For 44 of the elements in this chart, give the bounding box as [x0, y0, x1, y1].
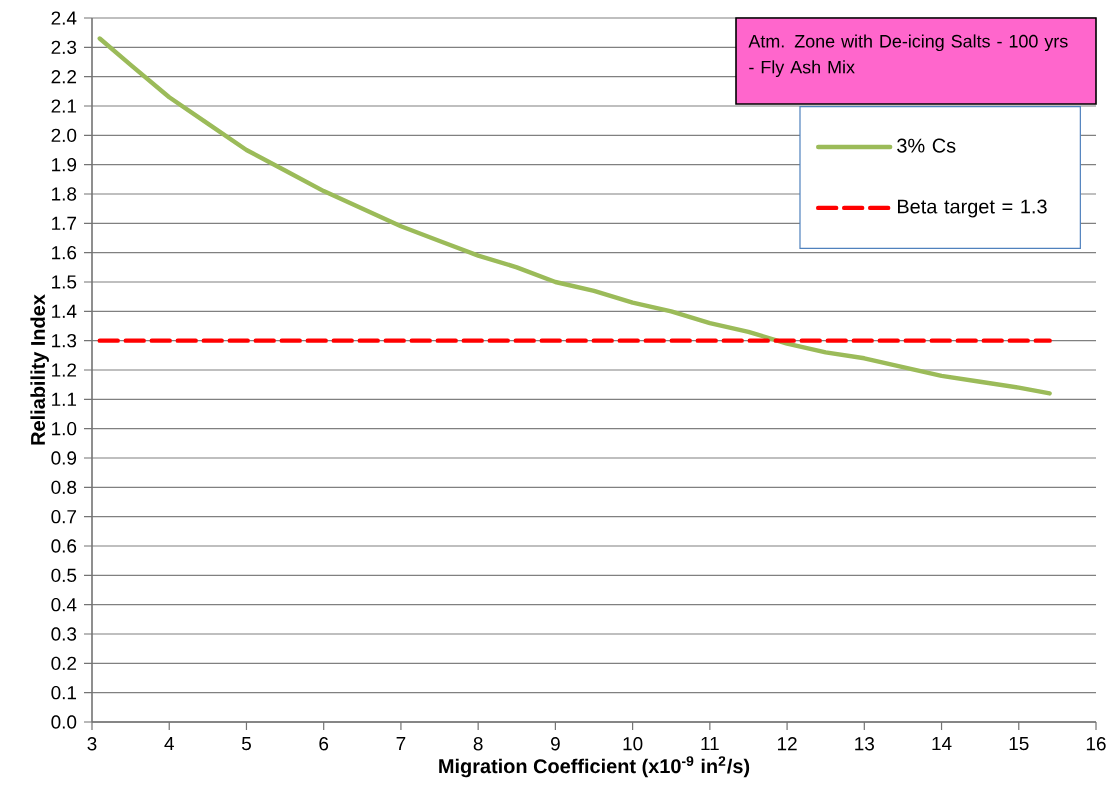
- y-tick-label: 2.4: [51, 11, 77, 25]
- x-tick-label: 6: [319, 737, 329, 751]
- y-tick-label: 2.0: [51, 128, 77, 143]
- x-tick-label: 9: [551, 737, 560, 751]
- y-tick-label: 1.6: [52, 245, 77, 260]
- y-tick-label: 0.3: [51, 627, 77, 641]
- y-tick-label: 1.9: [52, 157, 77, 172]
- x-axis-title: Migration Coefficient (x10$^{-9}$ in$^{2}$/s): [439, 756, 750, 778]
- y-tick-label: 0.1: [51, 685, 77, 700]
- x-tick-label: 7: [396, 737, 406, 751]
- x-tick-label: 3: [87, 737, 97, 751]
- y-tick-label: 0.2: [51, 656, 77, 671]
- x-tick-label: 13: [855, 737, 874, 751]
- x-tick-label: 11: [701, 737, 719, 751]
- y-tick-label: 0.4: [51, 597, 77, 612]
- y-tick-label: 0.6: [51, 539, 77, 553]
- text: Atm. Zone with De-icing Salts - 100 yrs - Fly Ash Mix: [748, 34, 1068, 78]
- y-tick-label: 1.2: [52, 363, 77, 377]
- y-tick-label: 2.1: [51, 99, 77, 113]
- y-tick-label: 0.8: [51, 480, 77, 495]
- x-tick-label: 15: [1009, 737, 1029, 751]
- x-tick-label: 10: [623, 737, 643, 751]
- y-tick-label: 1.0: [52, 421, 77, 436]
- y-tick-label: 0.0: [51, 715, 77, 729]
- y-tick-label: 1.8: [52, 187, 77, 201]
- x-tick-label: 16: [1086, 737, 1106, 751]
- y-tick-label: 2.3: [51, 40, 77, 55]
- y-tick-label: 0.9: [51, 451, 77, 465]
- y-tick-label: 1.5: [52, 275, 77, 289]
- y-tick-label: 2.2: [51, 70, 77, 84]
- x-tick-label: 4: [164, 737, 174, 751]
- y-tick-label: 1.3: [52, 333, 77, 348]
- y-tick-label: 0.5: [51, 568, 77, 583]
- y-tick-label: 1.7: [52, 216, 77, 230]
- legend-label: Beta target = 1.3: [897, 199, 1047, 218]
- y-tick-label: 0.7: [51, 509, 77, 524]
- y-axis-title: Reliability Index: [30, 294, 49, 445]
- y-tick-label: 1.1: [52, 392, 77, 406]
- legend-label: 3% Cs: [897, 138, 956, 153]
- x-tick-label: 5: [241, 737, 251, 751]
- x-tick-label: 14: [932, 737, 952, 751]
- x-tick-label: 8: [473, 737, 483, 751]
- x-tick-label: 12: [777, 737, 797, 751]
- y-tick-label: 1.4: [52, 304, 77, 318]
